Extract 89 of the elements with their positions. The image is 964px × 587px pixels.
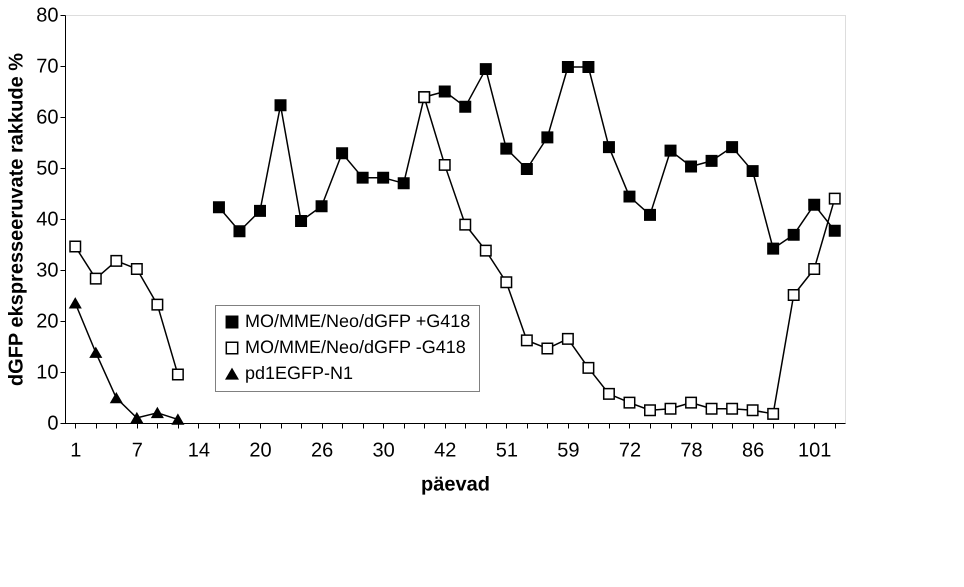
point [726,402,738,415]
point [254,204,266,217]
point [685,160,698,172]
point [644,208,656,221]
y-tick-label: 20 [36,310,58,332]
point [151,298,164,311]
point [110,392,122,404]
point [706,154,718,167]
point [233,225,246,238]
point [69,240,82,253]
y-tick-label: 50 [36,158,58,180]
x-tick-label: 78 [680,440,703,462]
y-tick-label: 70 [36,56,58,78]
point [438,86,451,98]
y-axis-title: dGFP ekspresseeruvate rakkude % [5,52,28,386]
point [520,334,533,346]
x-tick-label: 72 [618,440,642,462]
point [172,414,184,425]
x-tick-label: 14 [188,440,210,462]
x-tick-label: 7 [132,440,143,462]
x-tick-label: 59 [557,440,580,462]
point [562,332,574,345]
x-axis-title: päevad [421,474,490,496]
point [398,177,410,190]
y-tick-label: 0 [47,412,58,434]
point [582,61,594,74]
point [212,201,225,214]
point [541,131,554,144]
point [274,99,287,112]
point [151,408,164,418]
y-tick-label: 40 [36,208,58,230]
point [295,215,308,228]
point [602,388,615,400]
x-tick-label: 1 [70,440,82,462]
point [623,190,636,203]
point [459,218,472,231]
point [767,408,780,420]
point [767,242,780,255]
point [377,172,390,184]
y-tick-label: 10 [36,362,58,384]
point [356,172,369,184]
point [110,254,122,267]
point [602,141,615,154]
x-tick-label: 86 [742,440,764,462]
legend-label: MO/MME/Neo/dGFP +G418 [245,311,470,331]
point [90,272,102,285]
x-tick-label: 42 [434,440,456,462]
x-tick-label: 20 [249,440,272,462]
x-tick-label: 101 [798,440,832,462]
point [726,141,738,154]
point [828,224,841,237]
point [562,61,574,74]
point [90,347,102,358]
point [746,404,759,416]
point [788,228,800,241]
point [459,100,472,113]
point [808,198,820,211]
point [582,362,594,374]
x-tick-label: 51 [496,440,518,462]
point [316,200,328,212]
y-tick-label: 80 [36,4,58,26]
point [664,144,677,157]
point [438,158,451,171]
point [788,288,800,301]
x-tick-label: 30 [372,440,395,462]
point [520,163,533,176]
legend-label: MO/MME/Neo/dGFP -G418 [245,337,466,357]
point [828,192,841,205]
point [480,63,492,76]
point [706,402,718,415]
point [500,276,512,288]
point [130,262,143,275]
point [685,396,698,409]
point [500,142,512,155]
point [808,262,820,275]
legend-label: pd1EGFP-N1 [245,363,354,383]
point [746,165,759,178]
point [336,147,348,160]
x-tick-label: 26 [310,440,334,462]
point [69,298,82,308]
y-tick-label: 60 [36,106,58,128]
y-tick-label: 30 [36,260,58,282]
point [623,396,636,409]
point [480,244,492,257]
point [172,368,184,381]
point [130,412,143,424]
point [541,342,554,355]
point [664,402,677,415]
point [644,404,656,416]
